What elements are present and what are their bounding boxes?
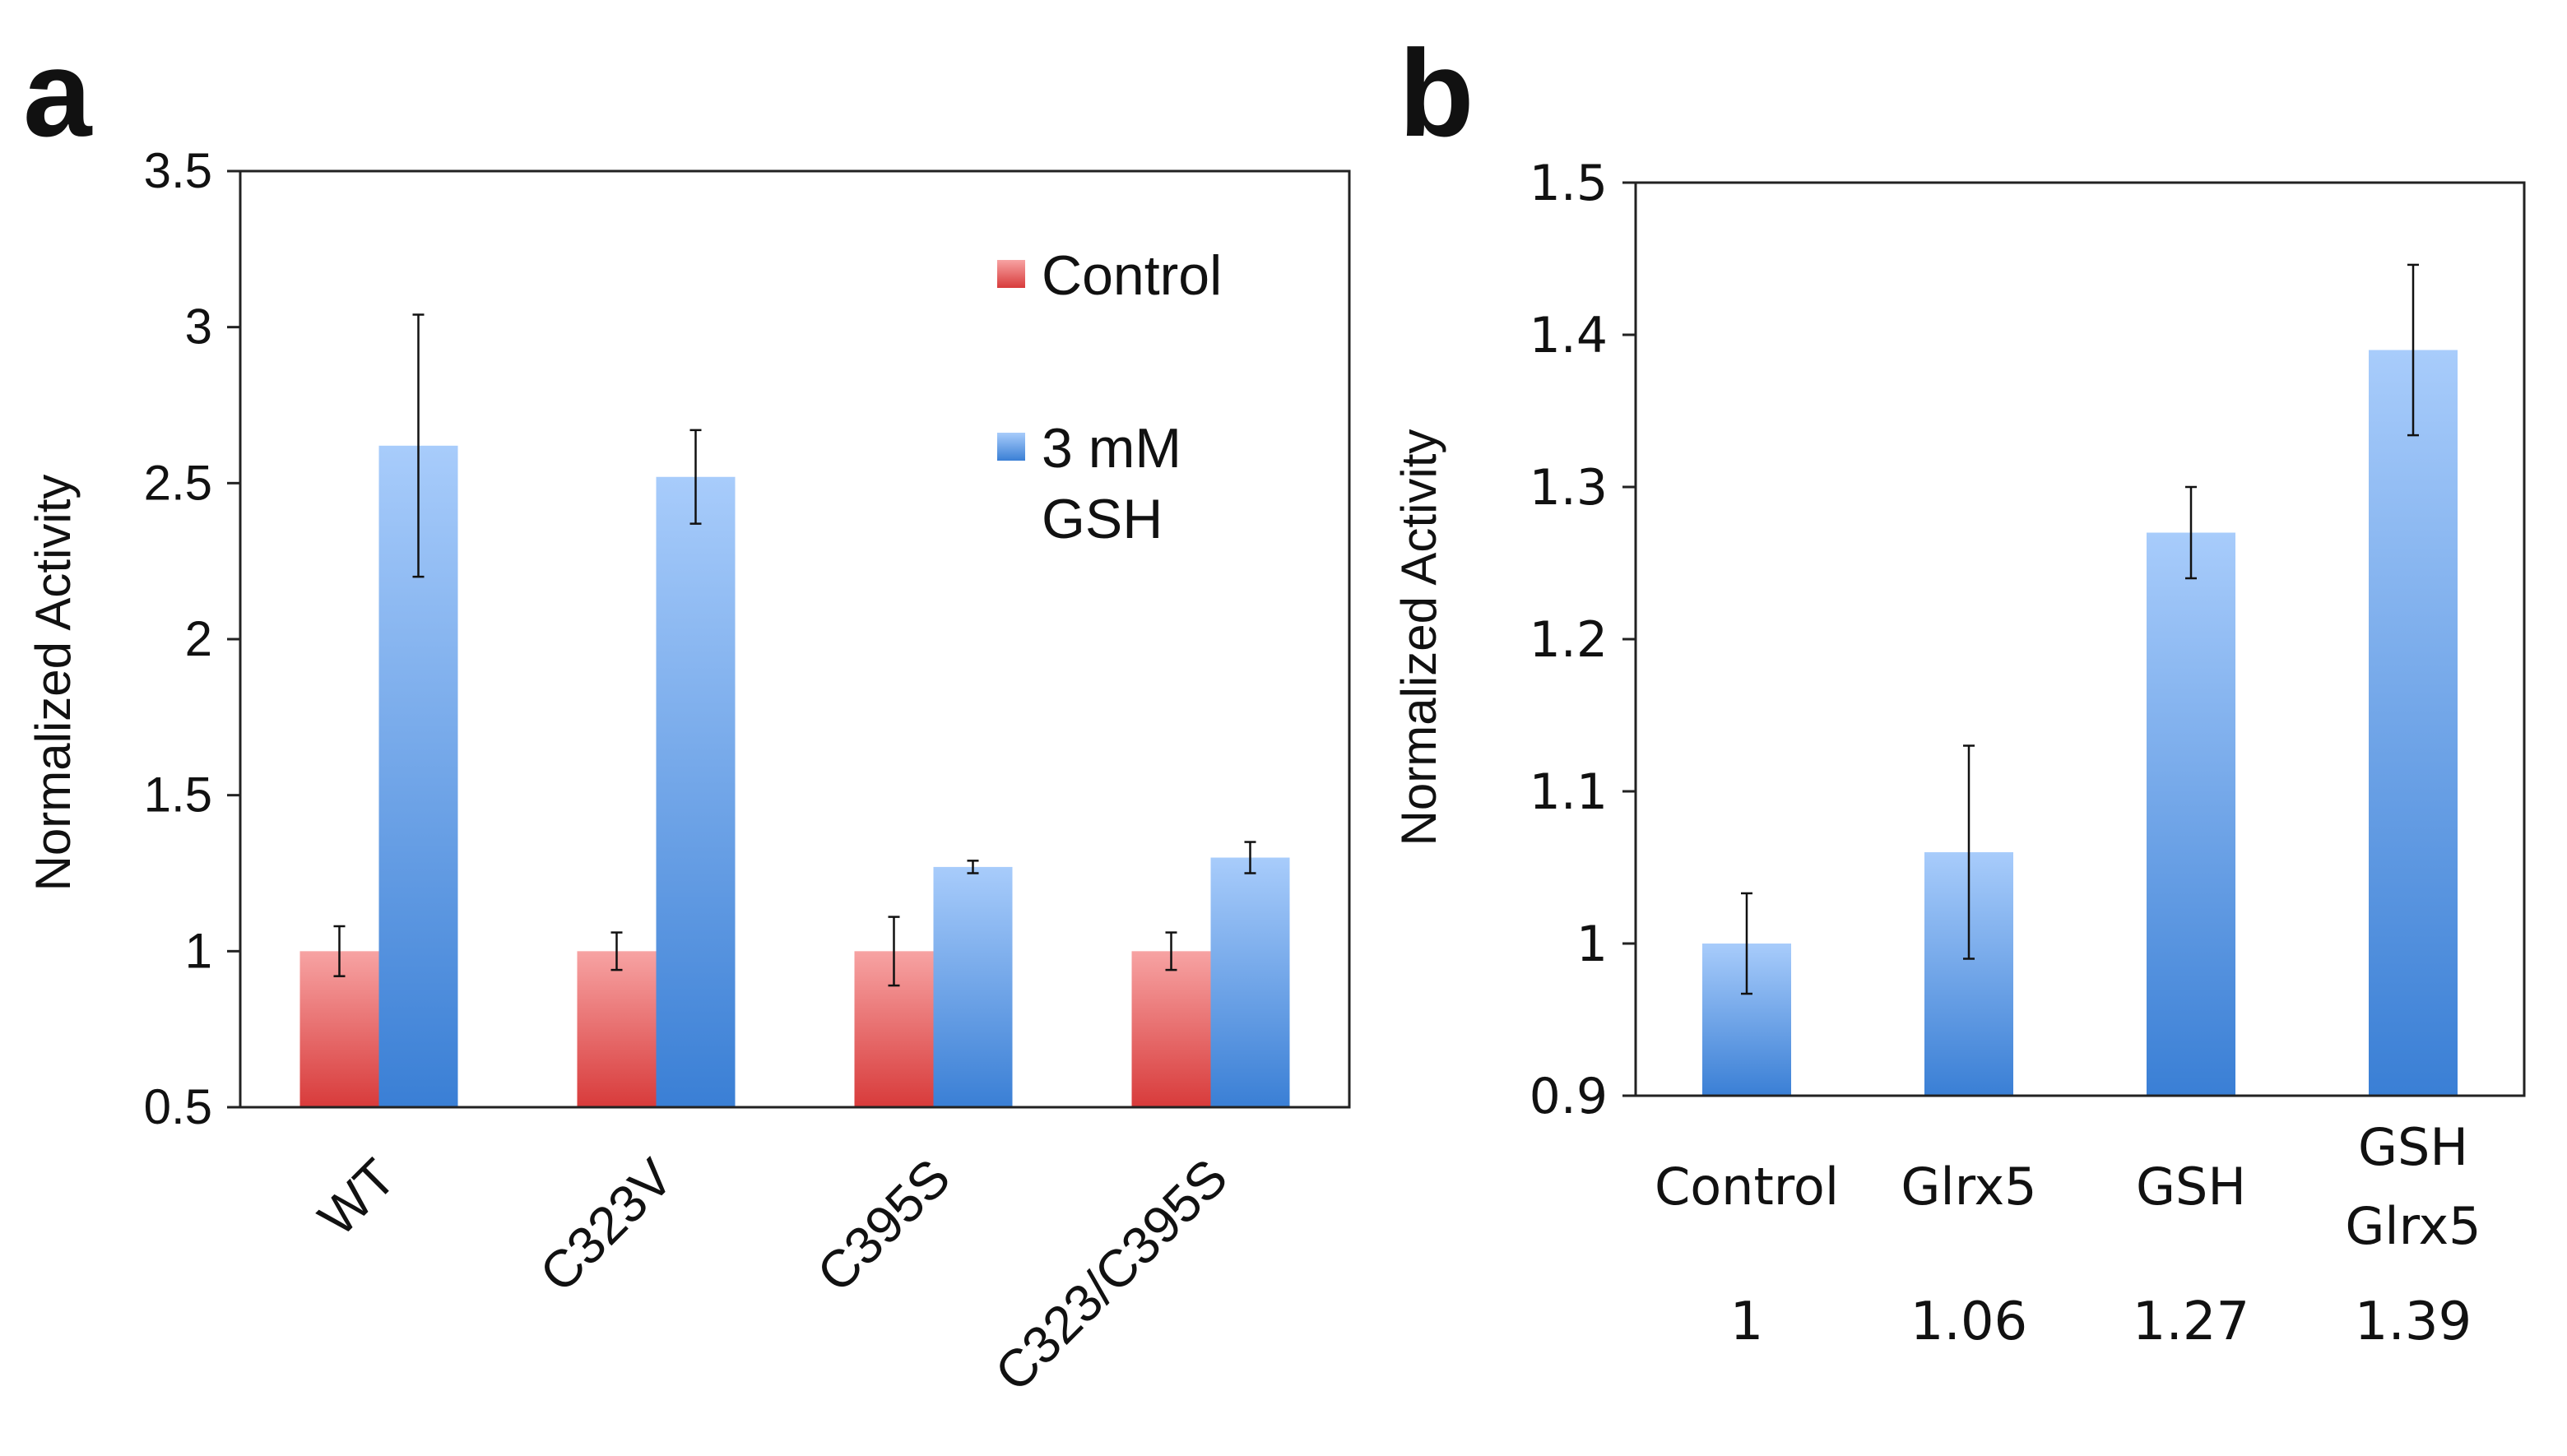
bar-control: [1131, 951, 1211, 1107]
value-label: 1: [1730, 1291, 1764, 1352]
y-tick-label: 1.2: [1530, 611, 1608, 669]
y-tick-label: 1.4: [1530, 307, 1608, 364]
x-tick-label: Control: [1655, 1157, 1839, 1217]
panel-b-bars: [1702, 350, 2458, 1096]
x-tick-label: GSH: [2358, 1117, 2468, 1177]
panel-b-plot-frame: [1634, 181, 2526, 1097]
x-tick-label: C323V: [528, 1148, 685, 1304]
legend-gsh-label-line2: GSH: [1042, 488, 1163, 550]
bar-gsh: [1210, 857, 1290, 1107]
error-bar: [1165, 931, 1177, 971]
bar-gsh: [656, 476, 736, 1107]
panel-a-legend: Control 3 mM GSH: [997, 244, 1222, 550]
x-tick-label: Glrx5: [1901, 1157, 2036, 1217]
panel-a-letter: a: [23, 24, 93, 162]
x-tick-label: GSH: [2136, 1157, 2246, 1217]
x-tick-label: WT: [307, 1148, 406, 1247]
bar-gsh: [933, 866, 1013, 1107]
legend-control-label: Control: [1042, 244, 1222, 307]
x-tick-label: C395S: [805, 1148, 961, 1303]
y-tick-label: 1.1: [1530, 763, 1608, 821]
y-tick-label: 2.5: [144, 455, 212, 510]
bar-control: [299, 951, 379, 1107]
panel-b-y-ticks: 0.9 1 1.1 1.2 1.3 1.4 1.5: [1530, 155, 1636, 1125]
panel-a-bar-chart: a Normalized Activity 0.5 1 1.5 2 2.5 3 3.5 WT…: [23, 24, 1351, 1403]
panel-a-y-axis-title: Normalized Activity: [26, 475, 81, 892]
x-tick-label: C323/C395S: [983, 1148, 1238, 1403]
panel-b-error-bars: [1741, 263, 2419, 995]
panel-b-y-axis-title: Normalized Activity: [1391, 429, 1446, 846]
error-bar: [1741, 892, 1752, 995]
error-bar: [888, 916, 900, 987]
x-tick-label: Glrx5: [2345, 1196, 2481, 1256]
error-bar: [412, 313, 425, 578]
legend-control-swatch: [997, 260, 1025, 288]
error-bar: [1963, 744, 1975, 960]
y-tick-label: 0.5: [144, 1079, 212, 1134]
panel-a-x-tick-labels: WT C323V C395S C323/C395S: [307, 1148, 1238, 1403]
error-bar: [689, 429, 702, 525]
panel-b-x-tick-labels: Control Glrx5 GSH GSH Glrx5: [1655, 1117, 2481, 1256]
panel-b-value-labels: 1 1.06 1.27 1.39: [1730, 1291, 2472, 1352]
panel-b-bar-chart: b Normalized Activity 0.9 1 1.1 1.2 1.3 1.4 1.…: [1391, 24, 2526, 1352]
panel-b-letter: b: [1399, 24, 1474, 162]
y-tick-label: 1: [185, 923, 212, 978]
error-bar: [2185, 485, 2197, 580]
y-tick-label: 1.3: [1530, 459, 1608, 517]
error-bar: [1244, 841, 1256, 874]
y-tick-label: 1.5: [144, 767, 212, 823]
y-tick-label: 2: [185, 611, 212, 666]
panel-a-plot-frame: [239, 169, 1351, 1109]
y-tick-label: 0.9: [1530, 1068, 1608, 1125]
value-label: 1.27: [2133, 1291, 2250, 1352]
panel-a-y-ticks: 0.5 1 1.5 2 2.5 3 3.5: [144, 143, 240, 1134]
y-tick-label: 3: [185, 299, 212, 355]
bar-control: [577, 951, 657, 1107]
value-label: 1.39: [2355, 1291, 2472, 1352]
y-tick-label: 1.5: [1530, 155, 1608, 212]
value-label: 1.06: [1910, 1291, 2028, 1352]
error-bar: [333, 925, 346, 977]
error-bar: [610, 931, 623, 971]
error-bar: [967, 860, 979, 874]
legend-gsh-swatch: [997, 433, 1025, 461]
panel-a-error-bars: [333, 313, 1256, 987]
legend-gsh-label-line1: 3 mM: [1042, 417, 1181, 480]
error-bar: [2407, 263, 2419, 437]
bar: [2147, 532, 2235, 1096]
bar: [2369, 350, 2458, 1096]
y-tick-label: 3.5: [144, 143, 212, 198]
y-tick-label: 1: [1576, 916, 1608, 973]
